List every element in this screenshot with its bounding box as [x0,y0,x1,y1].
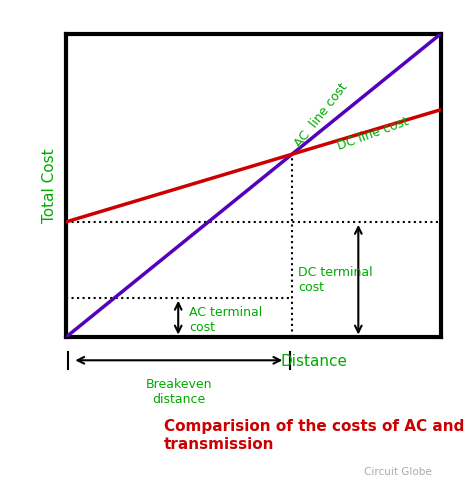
Text: AC terminal
cost: AC terminal cost [189,306,263,334]
Text: Breakeven
distance: Breakeven distance [145,378,212,406]
Text: Circuit Globe: Circuit Globe [364,467,431,477]
Text: AC  line cost: AC line cost [292,81,350,150]
Text: DC line cost: DC line cost [336,115,411,153]
Text: Distance: Distance [281,354,348,369]
Text: Comparision of the costs of AC and DC
transmission: Comparision of the costs of AC and DC tr… [164,419,469,452]
Text: DC terminal
cost: DC terminal cost [298,266,373,294]
Y-axis label: Total Cost: Total Cost [42,148,57,223]
